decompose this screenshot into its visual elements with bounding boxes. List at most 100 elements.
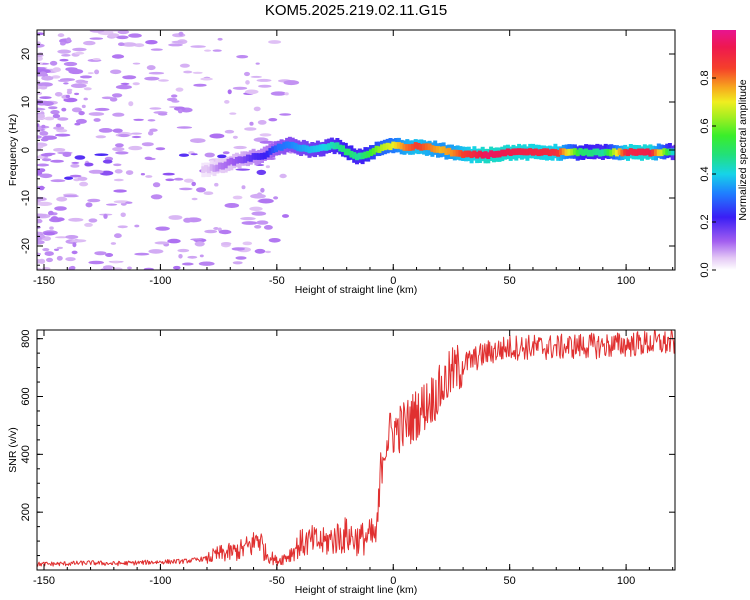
spectrogram-ridge-core [226,158,231,166]
spectrogram-noise-blob [265,250,271,254]
spectrogram-noise-blob [59,58,69,62]
spectrogram-noise-blob [94,107,110,111]
snr-panel: -150 -100 -50 0 50 100 200 400 600 800 Height of… [7,329,676,596]
spectrogram-ridge-core [531,149,535,156]
spectrogram-ridge-core [614,149,619,157]
spectrogram-ridge-core [410,143,415,151]
spectrogram-noise-blob [173,265,181,270]
spectrogram-noise-blob [268,118,278,122]
spectrogram-noise-blob [284,92,289,96]
spectrogram-ridge-core [628,148,633,155]
spectrogram-noise-blob [253,106,261,112]
spectrogram-ridge-core [438,146,443,154]
spectrogram-noise-blob [65,257,76,262]
spectrogram-y-ticks: -20 -10 0 10 20 [20,34,675,266]
spectrogram-noise-blob [87,198,101,203]
spectrogram-ridge-core [369,149,373,156]
spectrogram-ridge-core [578,148,583,155]
spectrogram-noise-blob [204,49,212,52]
spectrogram-noise-blob [61,54,71,57]
spectrogram-x-tick-label: -100 [149,275,171,287]
spectrogram-noise-blob [125,201,133,204]
spectrogram-ridge-core [274,145,278,153]
spectrogram-noise-blob [150,194,163,200]
spectrogram-noise-blob [44,251,54,256]
spectrogram-ridge-core [640,148,644,156]
spectrogram-ridge-core [419,144,424,151]
spectrogram-noise-blob [112,112,125,117]
spectrogram-noise-blob [74,122,81,126]
colorbar-gradient [712,30,736,270]
spectrogram-ridge-core [215,164,220,172]
spectrogram-ridge-core [466,150,471,158]
spectrogram-ridge-core [243,156,248,163]
spectrogram-noise-blob [37,135,42,139]
spectrogram-noise-blob [88,169,104,174]
spectrogram-noise-blob [114,169,123,174]
spectrogram-noise-blob [221,242,232,246]
spectrogram-noise-blob [177,109,183,114]
spectrogram-noise-blob [94,153,109,156]
snr-y-tick-label: 400 [20,445,32,463]
spectrogram-noise-blob [242,241,253,246]
spectrogram-noise-blob [72,47,87,52]
spectrogram-noise-blob [212,49,222,52]
spectrogram-ridge-core [567,148,572,156]
spectrogram-ridge-core [268,148,273,155]
spectrogram-noise-blob [110,242,117,245]
spectrogram-noise-blob [50,179,66,183]
spectrogram-ridge-core [559,148,563,155]
spectrogram-noise-blob [235,256,247,260]
spectrogram-ridge-core [346,148,351,156]
spectrogram-noise-blob [112,147,125,152]
spectrogram-ridge-core [626,149,630,157]
spectrogram-noise-blob [265,165,270,169]
spectrogram-noise [37,30,300,270]
spectrogram-ridge-core [293,143,298,150]
spectrogram-ridge-core [662,148,667,155]
spectrogram-ridge-core [642,148,647,156]
spectrogram-ridge-core [343,148,348,156]
spectrogram-ridge-core [405,144,410,151]
spectrogram-ridge-core [399,142,404,150]
spectrogram-noise-blob [183,70,193,74]
spectrogram-noise-blob [52,67,61,73]
spectrogram-x-tick-label: 0 [390,275,396,287]
spectrogram-noise-blob [37,236,42,241]
spectrogram-ridge-core [491,151,496,158]
spectrogram-ridge-core [335,142,340,149]
spectrogram-ridge-core [606,149,611,156]
spectrogram-noise-blob [152,182,161,188]
spectrogram-noise-blob [65,94,71,99]
spectrogram-ridge-core [508,149,513,156]
spectrogram-ridge-core [382,143,387,151]
spectrogram-noise-blob [155,226,170,231]
spectrogram-ridge-core [232,159,237,166]
spectrogram-ridge-core [237,156,242,163]
spectrogram-noise-blob [79,181,89,187]
snr-y-tick-label: 800 [20,329,32,347]
spectrogram-noise-blob [64,176,74,180]
snr-line [37,330,675,567]
spectrogram-noise-blob [56,246,64,250]
snr-x-ticks: -150 -100 -50 0 50 100 [33,330,674,587]
spectrogram-noise-blob [114,233,122,239]
spectrogram-noise-blob [141,142,154,147]
spectrogram-noise-blob [63,61,78,67]
spectrogram-noise-blob [217,154,227,159]
spectrogram-ridge-core [634,149,639,156]
spectrogram-ridge-core [656,149,661,157]
spectrogram-noise-blob [83,97,88,101]
spectrogram-ridge-core [265,150,270,158]
spectrogram-ridge-core [469,151,474,159]
spectrogram-noise-blob [178,253,183,259]
spectrogram-noise-blob [183,217,192,223]
spectrogram-noise-blob [190,238,203,241]
spectrogram-ridge-core [623,148,628,156]
spectrogram-noise-blob [71,250,78,255]
spectrogram-ridge-core [374,145,379,153]
spectrogram-ridge-core [427,143,432,151]
spectrogram-noise-blob [116,35,129,40]
spectrogram-noise-blob [83,87,92,91]
spectrogram-ridge-core [584,148,589,156]
